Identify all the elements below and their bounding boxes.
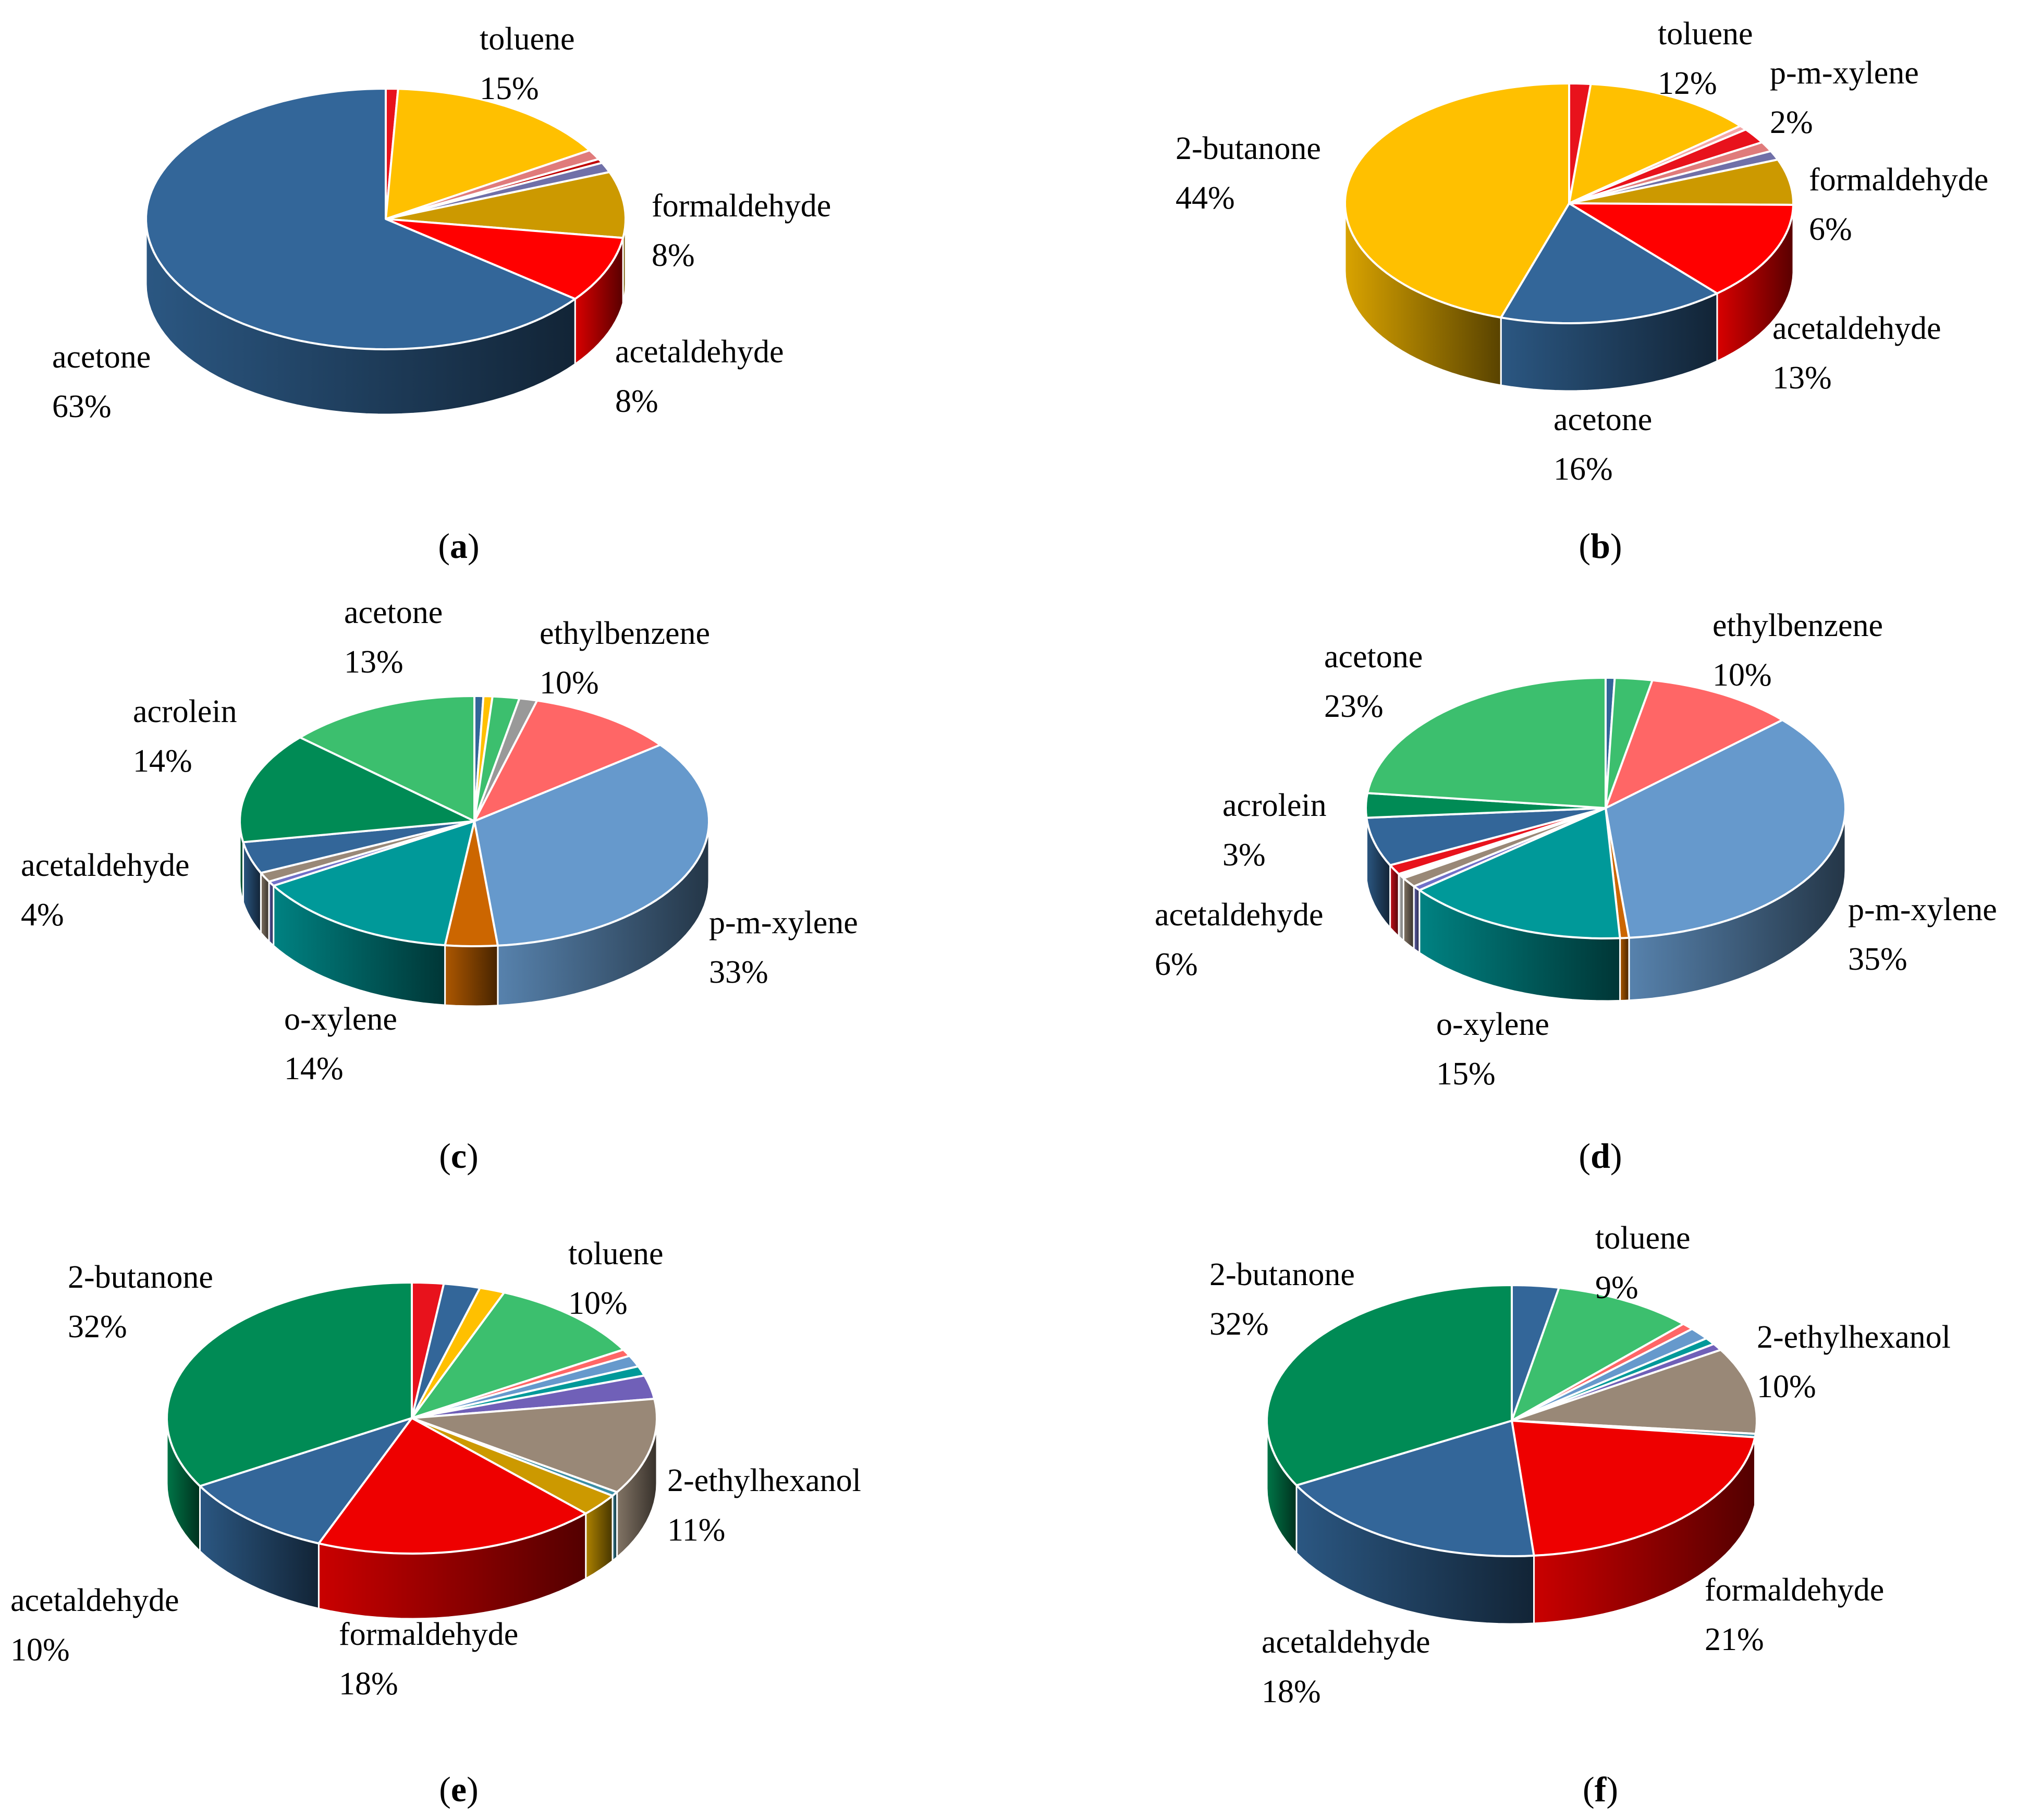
pie-side-minor-6 <box>444 944 499 1007</box>
slice-label-toluene: toluene 12% <box>1658 16 1753 101</box>
slice-label-o-xylene: o-xylene 15% <box>1436 1007 1549 1092</box>
slice-label-formaldehyde: formaldehyde 6% <box>1809 162 1988 247</box>
slice-label-toluene: toluene 9% <box>1595 1220 1691 1305</box>
pie-top-face <box>239 695 710 947</box>
slice-label-acrolein: acrolein 14% <box>133 694 237 779</box>
slice-label-p-m-xylene: p-m-xylene 35% <box>1848 892 1997 977</box>
pie-labels: toluene 9% 2-butanone 32% 2-ethylhexanol 10% f… <box>1209 1220 1951 1709</box>
pie-labels: toluene 12% p-m-xylene 2% formaldehyde 6% acet… <box>1176 16 1988 487</box>
pie-side-minor-6 <box>1413 885 1421 955</box>
pie-slice-acetone <box>1500 202 1718 324</box>
slice-label-acetaldehyde: acetaldehyde 18% <box>1262 1624 1430 1709</box>
pie-slice-acetone <box>1366 677 1607 809</box>
slice-label-p-m-xylene: p-m-xylene 33% <box>709 905 858 990</box>
pie-panel-a: toluene 15% formaldehyde 8% acetaldehyde 8% ac… <box>52 21 831 424</box>
pie-slice-minor-6 <box>444 820 499 947</box>
pie-slice-acetaldehyde <box>1295 1420 1535 1557</box>
pie-side-walls <box>1365 808 1846 1002</box>
slice-label-acetaldehyde: acetaldehyde 13% <box>1772 311 1941 396</box>
slice-label-acetaldehyde: acetaldehyde 8% <box>615 334 784 419</box>
pie-labels: acetone 13% ethylbenzene 10% acrolein 14% acet… <box>21 595 858 1086</box>
slice-label-2-ethylhexanol: 2-ethylhexanol 10% <box>1757 1320 1951 1404</box>
pie-labels: toluene 10% 2-butanone 32% 2-ethylhexanol 11%… <box>10 1236 861 1702</box>
slice-label-formaldehyde: formaldehyde 21% <box>1705 1572 1884 1657</box>
caption-d: (d) <box>1579 1136 1622 1176</box>
pie-slice-acrolein <box>239 736 475 844</box>
slice-label-toluene: toluene 15% <box>480 21 575 106</box>
pie-top-face <box>1266 1284 1758 1557</box>
slice-label-toluene: toluene 10% <box>568 1236 664 1321</box>
pie-slice-toluene <box>411 1291 625 1419</box>
slice-label-acetone: acetone 13% <box>344 595 443 680</box>
pie-labels: acetone 23% ethylbenzene 10% acrolein 3% aceta… <box>1155 608 1997 1092</box>
caption-c: (c) <box>439 1136 479 1176</box>
pie-slice-acetone <box>299 695 475 822</box>
pie-slice-minor-10 <box>411 1417 614 1515</box>
slice-label-p-m-xylene: p-m-xylene 2% <box>1770 55 1919 140</box>
pie-slice-toluene <box>1511 1286 1685 1422</box>
slice-label-acetone: acetone 63% <box>52 339 151 424</box>
slice-label-ethylbenzene: ethylbenzene 10% <box>540 616 710 701</box>
pie-slice-acetaldehyde <box>1365 807 1607 866</box>
slice-label-acrolein: acrolein 3% <box>1222 788 1327 873</box>
pie-slice-o-xylene <box>1418 807 1621 939</box>
slice-label-acetaldehyde: acetaldehyde 4% <box>21 848 190 933</box>
pie-labels: toluene 15% formaldehyde 8% acetaldehyde 8% ac… <box>52 21 831 424</box>
pie-panel-d: acetone 23% ethylbenzene 10% acrolein 3% aceta… <box>1155 608 1997 1092</box>
slice-label-acetone: acetone 16% <box>1553 402 1652 487</box>
pie-slice-formaldehyde <box>317 1417 587 1555</box>
pie-slice-formaldehyde <box>385 171 627 239</box>
caption-a: (a) <box>438 526 479 566</box>
slice-label-formaldehyde: formaldehyde 8% <box>652 188 831 273</box>
pie-panel-c: acetone 13% ethylbenzene 10% acrolein 14% acet… <box>21 595 858 1086</box>
slice-label-2-butanone: 2-butanone 32% <box>1209 1257 1355 1342</box>
pie-slice-p-m-xylene <box>1605 719 1846 939</box>
pie-side-minor-9 <box>1389 863 1400 938</box>
slice-label-2-ethylhexanol: 2-ethylhexanol 11% <box>667 1463 861 1548</box>
pie-panel-f: toluene 9% 2-butanone 32% 2-ethylhexanol 10% f… <box>1209 1220 1951 1709</box>
pie-slice-ethylbenzene <box>1605 679 1784 809</box>
pie-top-face <box>1344 82 1794 324</box>
pie-slice-2-butanone <box>166 1281 413 1487</box>
pie-panel-e: toluene 10% 2-butanone 32% 2-ethylhexanol 11%… <box>10 1236 861 1702</box>
pie-slice-acetone <box>145 88 577 350</box>
pie-slice-ethylbenzene <box>473 699 662 822</box>
pie-top-face <box>1365 677 1846 939</box>
pie-slice-2-ethylhexanol <box>1511 1349 1758 1435</box>
pie-top-face <box>145 88 627 350</box>
caption-b: (b) <box>1579 526 1622 566</box>
caption-f: (f) <box>1583 1769 1618 1809</box>
pie-slice-toluene <box>1568 83 1742 204</box>
pie-slice-2-ethylhexanol <box>411 1398 658 1494</box>
pie-slice-acetaldehyde <box>385 218 625 300</box>
pie-side-minor-4 <box>1619 937 1630 1002</box>
slice-label-acetaldehyde: acetaldehyde 6% <box>1155 897 1324 982</box>
pie-slice-formaldehyde <box>1568 158 1794 206</box>
pie-side-minor-7 <box>1402 876 1415 951</box>
slice-label-ethylbenzene: ethylbenzene 10% <box>1712 608 1883 693</box>
caption-e: (e) <box>439 1769 479 1809</box>
pie-slice-o-xylene <box>272 820 475 947</box>
pie-slice-formaldehyde <box>1511 1420 1756 1557</box>
pie-side-minor-9 <box>260 871 270 944</box>
slice-label-acetaldehyde: acetaldehyde 10% <box>10 1583 179 1668</box>
slice-label-formaldehyde: formaldehyde 18% <box>339 1617 518 1702</box>
slice-label-o-xylene: o-xylene 14% <box>284 1001 397 1086</box>
pie-slice-acetaldehyde <box>199 1417 413 1545</box>
pie-side-walls <box>239 821 710 1007</box>
pie-slice-p-m-xylene <box>473 743 710 947</box>
pie-panel-b: toluene 12% p-m-xylene 2% formaldehyde 6% acet… <box>1176 16 1988 487</box>
pie-top-face <box>166 1281 658 1555</box>
slice-label-acetone: acetone 23% <box>1324 639 1423 724</box>
pie-slice-toluene <box>385 88 591 220</box>
pie-slice-2-butanone <box>1344 82 1570 319</box>
slice-label-2-butanone: 2-butanone 44% <box>1176 131 1321 216</box>
pie-slice-acetaldehyde <box>242 820 475 874</box>
pie-slice-2-butanone <box>1266 1284 1513 1487</box>
slice-label-2-butanone: 2-butanone 32% <box>68 1260 213 1345</box>
pie-slice-acetaldehyde <box>1568 202 1794 295</box>
